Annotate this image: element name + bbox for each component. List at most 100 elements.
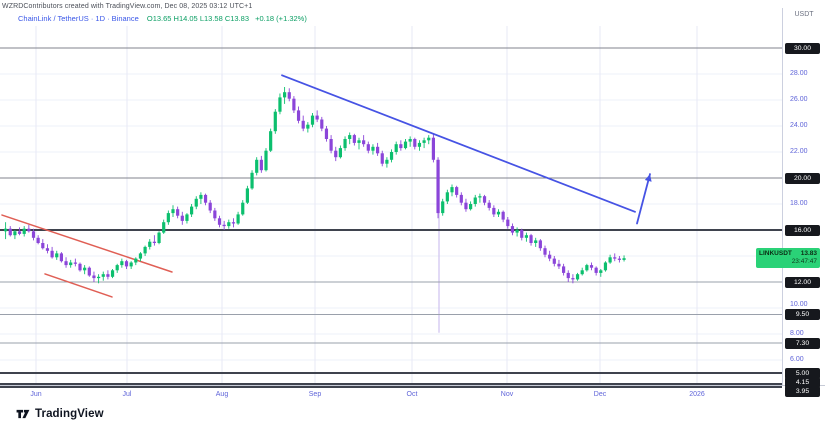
candle-body [534, 240, 538, 243]
candle-body [203, 194, 208, 203]
candle-body [524, 235, 528, 238]
price-axis[interactable]: USDT 28.00 26.00 24.00 22.00 18.00 10.00 8.00 6… [782, 0, 825, 398]
ohlc-values: O13.65 H14.05 L13.58 C13.83 [146, 14, 250, 23]
candle-body [320, 119, 324, 129]
candle-body [8, 228, 12, 236]
price-level-label: 5.00 [785, 367, 820, 379]
candle-body [69, 262, 73, 266]
candle-body [13, 231, 17, 236]
candle-body [552, 258, 556, 264]
time-tick-label: Oct [406, 391, 418, 398]
trend-line[interactable] [281, 74, 636, 213]
symbol-info-bar[interactable]: ChainLink / TetherUS · 1D · Binance O13.… [18, 14, 307, 23]
price-tick-label: 22.00 [790, 148, 808, 155]
candle-body [129, 262, 133, 267]
candle-body [487, 202, 491, 208]
current-price-label: LINKUSDT 13.83 23:47:47 [756, 248, 820, 269]
candle-body [217, 218, 222, 225]
time-axis-border [0, 385, 825, 386]
candle-body [185, 214, 189, 221]
candle-body [324, 128, 329, 139]
candle-body [482, 196, 487, 203]
candle-body [143, 246, 147, 254]
candle-body [190, 206, 194, 215]
bar-countdown: 23:47:47 [791, 258, 817, 266]
time-tick-label: Jul [122, 391, 132, 398]
candle-body [92, 275, 96, 279]
candle-body [543, 248, 547, 255]
candle-body [362, 140, 366, 145]
candle-body [403, 141, 408, 149]
arrow-head [644, 174, 652, 182]
time-tick-label: Jun [30, 391, 42, 398]
candle-body [255, 159, 259, 173]
candle-body [41, 243, 45, 249]
candle-body [538, 240, 542, 249]
tradingview-logo-icon [16, 409, 30, 419]
candle-body [115, 265, 119, 271]
candle-body [455, 187, 459, 195]
candle-body [366, 144, 370, 151]
candle-body [236, 214, 240, 224]
candle-body [171, 209, 175, 214]
candle-body [394, 144, 398, 152]
candle-body [83, 267, 87, 271]
candle-body [585, 265, 589, 271]
time-axis[interactable]: Jun Jul Aug Sep Oct Nov Dec 2026 [0, 386, 782, 404]
price-level-label: 7.30 [785, 337, 820, 349]
price-level-label: 12.00 [785, 276, 820, 288]
candle-body [562, 266, 566, 273]
red-trend-line[interactable] [44, 273, 113, 298]
candle-body [264, 150, 268, 171]
arrow-line[interactable] [636, 173, 651, 225]
candle-body [515, 230, 519, 233]
candle-body [296, 110, 301, 121]
time-tick-label: Sep [308, 391, 322, 398]
candle-body [4, 228, 8, 232]
candle-body [152, 241, 156, 243]
candle-body [278, 97, 282, 112]
candle-body [575, 274, 580, 280]
price-level-label: 4.15 [785, 376, 820, 388]
candle-body [231, 222, 236, 224]
red-trend-line[interactable] [1, 214, 173, 273]
candle-body [441, 201, 445, 214]
candle-body [180, 215, 184, 221]
price-level-label: 30.00 [785, 42, 820, 54]
price-level-label: 16.00 [785, 224, 820, 236]
candle-body [603, 262, 608, 271]
price-level-label: 9.50 [785, 309, 820, 320]
candle-body [97, 276, 101, 279]
candle-body [45, 248, 50, 251]
candle-body [283, 92, 287, 98]
time-tick-label: Dec [593, 391, 607, 398]
candle-body [445, 192, 449, 202]
tradingview-logo[interactable]: TradingView [16, 407, 104, 421]
candle-body [55, 253, 59, 258]
candle-body [622, 258, 626, 260]
candle-body [166, 213, 170, 223]
candle-body [450, 187, 454, 193]
candle-body [380, 153, 384, 164]
candle-body [473, 197, 477, 204]
candle-body [194, 198, 198, 207]
candle-body [162, 222, 166, 233]
candle-body [599, 270, 603, 273]
candle-body [357, 140, 361, 143]
candle-body [17, 231, 22, 234]
candle-body [566, 272, 570, 279]
candle-body [213, 210, 217, 219]
tradingview-logo-text: TradingView [35, 408, 104, 420]
candle-body [352, 135, 356, 143]
candle-body [106, 274, 110, 277]
candle-body [292, 98, 296, 111]
symbol-name[interactable]: ChainLink / TetherUS · 1D · Binance [18, 14, 139, 23]
candle-body [376, 146, 380, 154]
current-price-symbol: LINKUSDT [759, 250, 792, 258]
candle-body [27, 228, 31, 232]
candle-body [64, 261, 68, 266]
candle-body [617, 258, 621, 260]
candle-body [59, 253, 63, 262]
